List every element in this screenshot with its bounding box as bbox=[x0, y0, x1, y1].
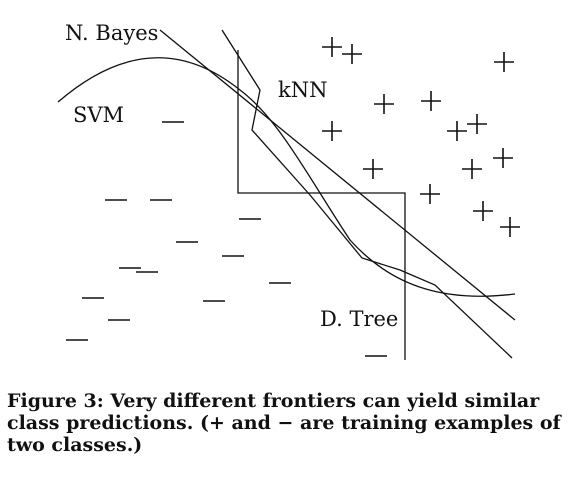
plus-marker bbox=[342, 44, 362, 64]
plus-marker bbox=[322, 37, 342, 57]
plus-marker bbox=[462, 159, 482, 179]
plus-marker bbox=[322, 121, 342, 141]
svm-label: SVM bbox=[73, 103, 124, 127]
naive-bayes-label: N. Bayes bbox=[65, 21, 158, 45]
decision-tree-label: D. Tree bbox=[320, 307, 398, 331]
plus-marker bbox=[467, 114, 487, 134]
knn-boundary bbox=[221, 29, 513, 359]
plus-marker bbox=[374, 94, 394, 114]
knn-label: kNN bbox=[278, 78, 327, 102]
negative-class-markers bbox=[66, 121, 387, 357]
decision-tree-boundary bbox=[237, 50, 406, 360]
svm-boundary bbox=[57, 57, 516, 297]
plus-marker bbox=[494, 52, 514, 72]
caption-line: two classes.) bbox=[7, 434, 143, 456]
plus-marker bbox=[420, 184, 440, 204]
positive-class-markers bbox=[322, 37, 520, 237]
caption-line: class predictions. (+ and − are training… bbox=[7, 412, 561, 434]
plus-marker bbox=[447, 121, 467, 141]
caption-line: Figure 3: Very different frontiers can y… bbox=[7, 390, 540, 412]
figure-caption: Figure 3: Very different frontiers can y… bbox=[7, 390, 579, 456]
plus-marker bbox=[493, 148, 513, 168]
plus-marker bbox=[473, 201, 493, 221]
plus-marker bbox=[363, 159, 383, 179]
classifier-frontiers-diagram: N. Bayes SVM kNN D. Tree bbox=[57, 21, 520, 360]
plus-marker bbox=[421, 91, 441, 111]
naive-bayes-boundary bbox=[159, 29, 516, 321]
plus-marker bbox=[500, 217, 520, 237]
